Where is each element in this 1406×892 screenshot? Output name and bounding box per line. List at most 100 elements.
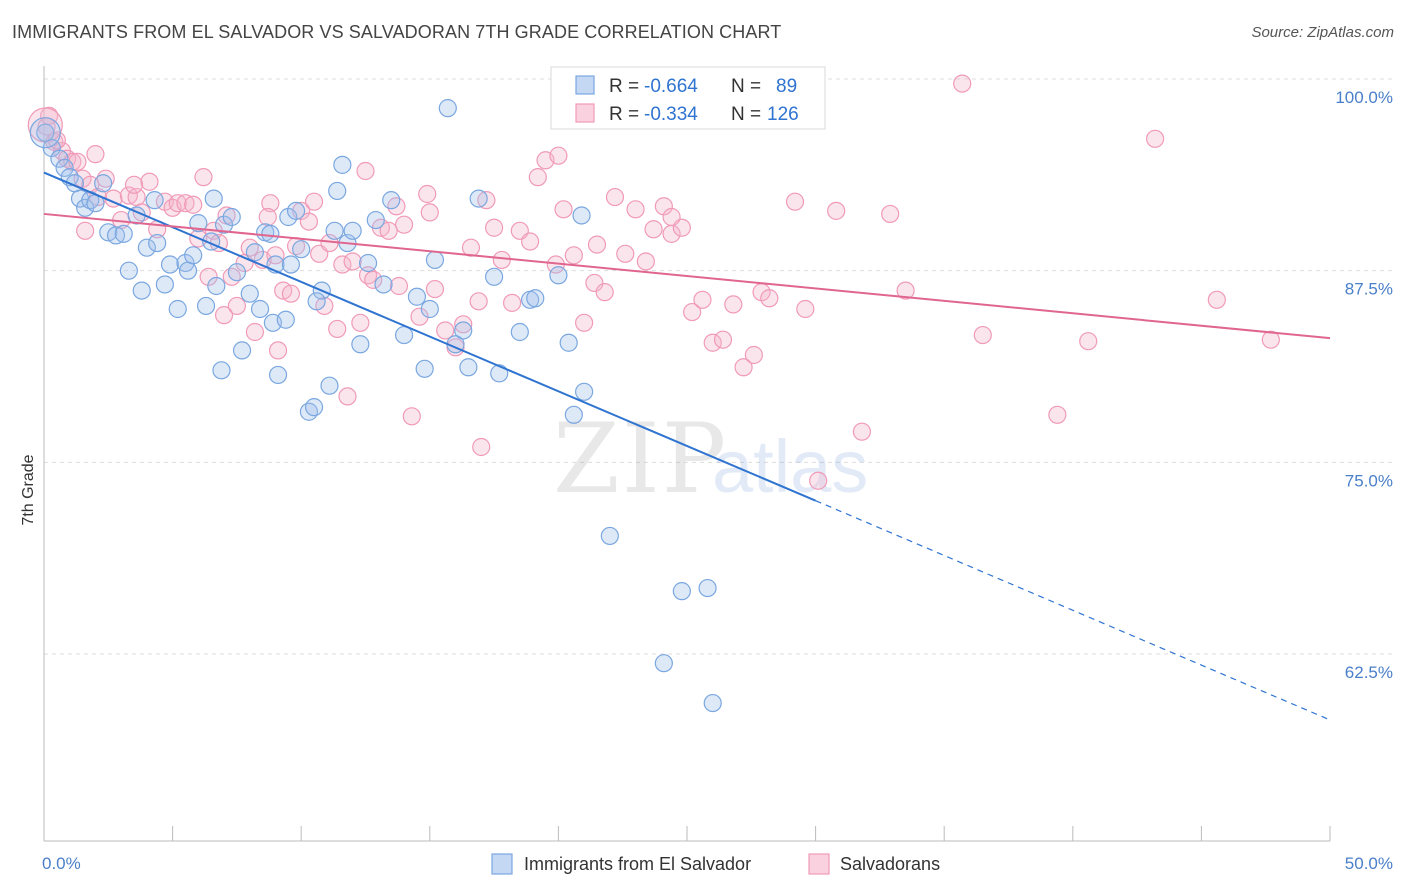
- data-point: [382, 191, 401, 210]
- data-point: [50, 149, 69, 168]
- y-tick-label-2: 75.0%: [1345, 471, 1393, 490]
- data-point: [178, 261, 198, 280]
- data-point: [276, 310, 295, 329]
- data-point: [713, 330, 733, 349]
- x-tick-label-max: 50.0%: [1345, 854, 1393, 873]
- data-point: [477, 191, 496, 210]
- data-point: [196, 296, 216, 316]
- data-point: [503, 293, 522, 312]
- data-point: [724, 295, 743, 314]
- data-point: [304, 398, 324, 417]
- series-salvadorans: [27, 69, 1280, 490]
- data-point: [304, 192, 324, 211]
- data-point: [114, 224, 133, 243]
- data-point: [425, 250, 445, 270]
- data-point: [119, 186, 138, 205]
- legend-r-label-1: R =: [609, 76, 639, 97]
- data-point: [420, 203, 439, 222]
- data-point: [374, 275, 393, 294]
- data-point: [281, 284, 301, 303]
- data-point: [214, 215, 234, 234]
- data-point: [973, 325, 992, 345]
- data-point: [343, 221, 362, 240]
- data-point: [575, 313, 594, 332]
- legend-swatch-pink: [575, 103, 595, 123]
- data-point: [1079, 332, 1098, 351]
- data-point: [490, 364, 509, 383]
- data-point: [258, 207, 277, 227]
- data-point: [644, 220, 663, 239]
- data-point: [184, 195, 203, 214]
- data-point: [662, 207, 681, 227]
- data-point: [1048, 405, 1067, 424]
- data-point: [636, 252, 655, 271]
- data-point: [184, 246, 203, 265]
- data-point: [366, 210, 385, 230]
- data-point: [698, 578, 717, 598]
- data-point: [1207, 290, 1226, 309]
- axes: [43, 66, 1331, 842]
- data-point: [240, 284, 259, 303]
- data-point: [616, 244, 635, 263]
- data-point: [410, 307, 429, 326]
- data-point: [204, 189, 223, 208]
- data-point: [760, 289, 779, 308]
- data-point: [418, 184, 437, 204]
- data-point: [415, 359, 434, 378]
- data-point: [227, 263, 246, 282]
- data-point: [559, 333, 578, 352]
- data-point: [407, 287, 427, 306]
- y-tick-label-3: 62.5%: [1345, 663, 1393, 682]
- data-point: [425, 279, 445, 299]
- trend-line-salvadorans: [43, 212, 1331, 340]
- data-point: [261, 224, 280, 243]
- data-point: [281, 255, 301, 274]
- data-point: [469, 189, 488, 208]
- data-point: [1261, 330, 1280, 349]
- data-point: [809, 471, 828, 490]
- data-point: [333, 155, 352, 174]
- data-point: [394, 215, 414, 234]
- data-point: [286, 201, 306, 220]
- data-point: [207, 276, 226, 296]
- data-point: [485, 267, 504, 286]
- data-point: [266, 246, 285, 265]
- data-point: [168, 194, 187, 213]
- data-point: [168, 299, 187, 319]
- data-point: [852, 422, 871, 441]
- data-point: [155, 275, 174, 294]
- y-tick-label-0: 100.0%: [1335, 88, 1393, 107]
- data-point: [896, 281, 915, 300]
- data-point: [436, 321, 455, 340]
- data-point: [438, 99, 457, 118]
- data-point: [587, 235, 607, 254]
- trend-lines: [43, 171, 1331, 721]
- data-point: [459, 358, 478, 377]
- y-tick-label-1: 87.5%: [1345, 280, 1393, 299]
- data-point: [510, 322, 529, 342]
- data-point-cluster: [29, 117, 61, 149]
- data-point: [250, 299, 270, 319]
- data-point: [402, 407, 421, 426]
- data-point: [124, 175, 144, 194]
- data-point: [189, 214, 208, 233]
- data-point: [148, 233, 167, 253]
- data-point: [549, 266, 568, 285]
- data-point: [654, 654, 673, 673]
- data-point: [554, 200, 573, 219]
- data-point: [106, 226, 126, 245]
- data-point: [693, 290, 712, 309]
- data-point: [333, 255, 352, 274]
- data-point: [214, 306, 234, 325]
- data-point: [549, 146, 568, 165]
- data-point: [572, 206, 591, 225]
- data-point: [703, 333, 722, 352]
- legend-r-value-1: -0.664: [644, 76, 698, 97]
- data-point: [521, 232, 540, 251]
- bottom-legend-swatch-pink: [808, 853, 830, 875]
- data-point: [364, 270, 383, 289]
- data-point: [245, 243, 265, 262]
- data-point: [132, 281, 151, 300]
- data-point: [194, 168, 213, 187]
